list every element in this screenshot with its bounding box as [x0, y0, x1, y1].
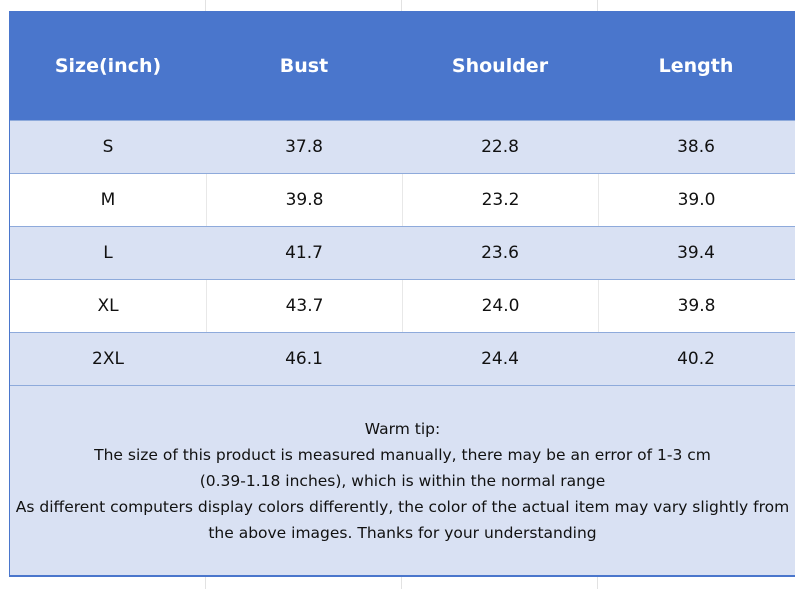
table-cell: 39.8 [598, 280, 794, 332]
warm-tip-note: Warm tip: The size of this product is me… [10, 386, 795, 577]
table-cell: 23.6 [481, 243, 519, 263]
table-cell: XL [97, 296, 119, 316]
table-cell: 24.0 [402, 280, 598, 332]
table-row: XL 43.7 24.0 39.8 [10, 280, 795, 333]
table-cell: L [103, 243, 113, 263]
table-cell: 46.1 [285, 349, 323, 369]
header-size: Size(inch) [54, 54, 162, 77]
table-cell: 37.8 [285, 137, 323, 157]
header-bust: Bust [279, 54, 329, 77]
table-row: L 41.7 23.6 39.4 [10, 227, 795, 280]
table-cell: S [102, 137, 114, 157]
note-line: The size of this product is measured man… [94, 445, 711, 464]
table-cell: 39.4 [677, 243, 715, 263]
table-cell: 43.7 [206, 280, 402, 332]
header-shoulder: Shoulder [451, 54, 549, 77]
table-cell: 23.2 [402, 174, 598, 226]
table-cell: 22.8 [481, 137, 519, 157]
table-cell: M [100, 190, 116, 210]
note-line: As different computers display colors di… [15, 497, 790, 516]
table-cell: 40.2 [677, 349, 715, 369]
header-row: Size(inch) Bust Shoulder Length [10, 11, 795, 121]
table-cell: 24.4 [481, 349, 519, 369]
table-row: S 37.8 22.8 38.6 [10, 121, 795, 174]
table-row: M 39.8 23.2 39.0 [10, 174, 795, 227]
note-line: the above images. Thanks for your unders… [208, 523, 597, 542]
table-cell: 2XL [92, 349, 124, 369]
table-cell: 39.8 [206, 174, 402, 226]
header-length: Length [658, 54, 734, 77]
table-cell: 41.7 [285, 243, 323, 263]
size-chart-table: Size(inch) Bust Shoulder Length S 37.8 22.… [9, 11, 795, 577]
note-line: (0.39-1.18 inches), which is within the … [199, 471, 606, 490]
table-cell: 38.6 [677, 137, 715, 157]
table-row: 2XL 46.1 24.4 40.2 [10, 333, 795, 386]
note-line: Warm tip: [364, 419, 441, 438]
table-cell: 39.0 [598, 174, 794, 226]
